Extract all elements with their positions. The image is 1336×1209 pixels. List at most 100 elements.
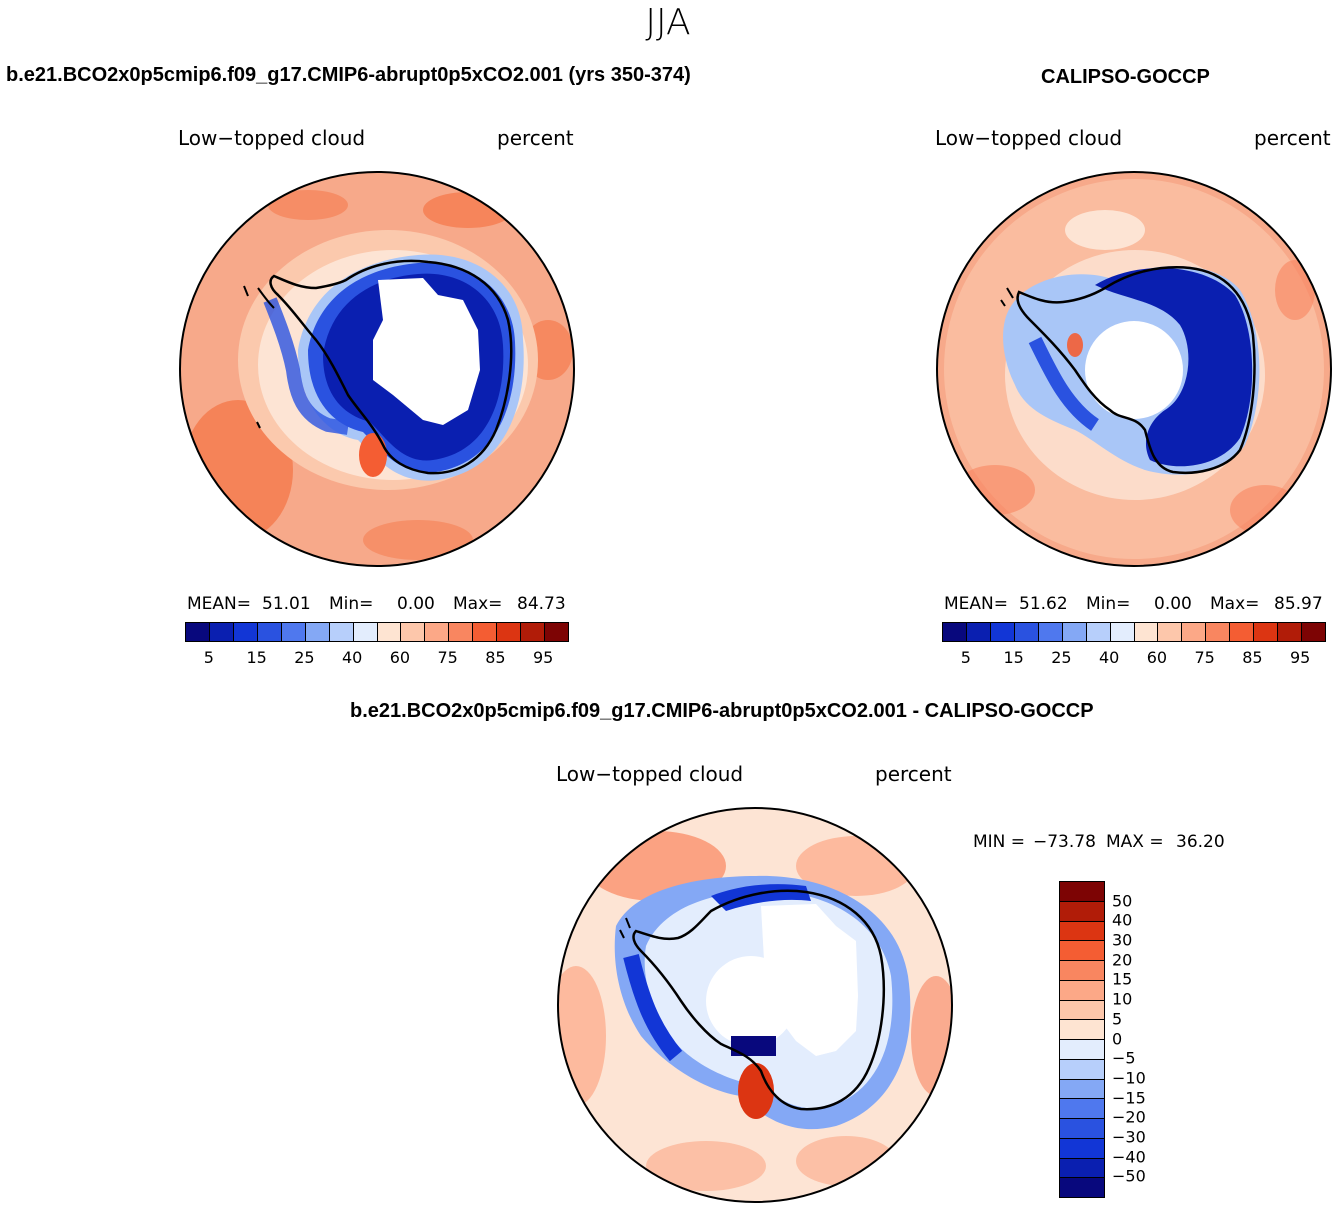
diff-colorbar-swatch <box>1060 1040 1104 1060</box>
diff-colorbar <box>1059 881 1105 1198</box>
diff-colorbar-swatch <box>1060 1138 1104 1159</box>
diff-ross-sea-hotspot <box>738 1063 774 1119</box>
obs-max-value: 85.97 <box>1274 594 1323 614</box>
model-map-boundary <box>179 171 575 567</box>
diff-colorbar-tick-label: −15 <box>1112 1088 1146 1108</box>
model-max-label: Max= <box>453 594 503 614</box>
obs-missing-data <box>1085 321 1183 419</box>
diff-map-boundary <box>557 807 953 1203</box>
obs-colorbar-swatch <box>1134 623 1159 641</box>
model-colorbar-swatch <box>473 623 498 641</box>
diff-max-label: MAX = <box>1106 832 1164 852</box>
obs-colorbar-swatch <box>1158 623 1183 641</box>
model-colorbar-swatch <box>401 623 426 641</box>
model-colorbar-swatch <box>521 623 546 641</box>
diff-colorbar-swatch <box>1060 1119 1104 1139</box>
diff-min-value: −73.78 <box>1033 832 1096 852</box>
obs-polar-map <box>936 171 1332 567</box>
obs-colorbar-tick-label: 60 <box>1146 648 1168 667</box>
model-colorbar-swatch <box>353 623 378 641</box>
model-colorbar-swatch <box>545 623 568 641</box>
diff-colorbar-tick-label: 30 <box>1112 930 1133 950</box>
obs-map-boundary <box>936 171 1332 567</box>
diff-colorbar-tick-label: 10 <box>1112 989 1133 1009</box>
obs-colorbar-swatch <box>966 623 991 641</box>
obs-colorbar-swatch <box>1302 623 1325 641</box>
obs-units-label: percent <box>1254 126 1331 150</box>
diff-polar-map <box>557 807 953 1203</box>
model-min-value: 0.00 <box>397 594 435 614</box>
model-colorbar-tick-label: 5 <box>203 648 214 667</box>
model-colorbar-tick-label: 95 <box>532 648 554 667</box>
diff-stats: MIN = −73.78 MAX = 36.20 <box>973 832 1233 854</box>
obs-colorbar-swatch <box>943 623 967 641</box>
diff-colorbar-swatch <box>1060 941 1104 961</box>
obs-antarctica-coastline <box>1016 266 1256 474</box>
diff-colorbar-swatch <box>1060 1178 1104 1197</box>
model-mean-label: MEAN= <box>187 594 251 614</box>
model-colorbar-swatch <box>209 623 234 641</box>
obs-colorbar-swatch <box>1014 623 1039 641</box>
diff-colorbar-swatch <box>1060 1020 1104 1040</box>
model-colorbar-swatch <box>497 623 522 641</box>
obs-colorbar-swatch <box>1278 623 1303 641</box>
model-colorbar-swatch <box>257 623 282 641</box>
diff-min-label: MIN = <box>973 832 1026 852</box>
obs-variable-label: Low−topped cloud <box>935 126 1123 150</box>
model-variable-label: Low−topped cloud <box>178 126 366 150</box>
model-colorbar-tick-label: 85 <box>485 648 506 667</box>
model-max-value: 84.73 <box>517 594 566 614</box>
diff-colorbar-tick-label: 20 <box>1112 950 1133 970</box>
model-colorbar <box>185 622 569 642</box>
diff-colorbar-swatch <box>1060 1099 1104 1119</box>
obs-colorbar-tick-label: 95 <box>1289 648 1311 667</box>
model-colorbar-swatch <box>233 623 258 641</box>
diff-colorbar-tick-label: −30 <box>1112 1127 1146 1147</box>
diff-colorbar-swatch <box>1060 882 1104 902</box>
model-colorbar-swatch <box>425 623 450 641</box>
diff-colorbar-tick-label: 0 <box>1112 1029 1123 1048</box>
diff-colorbar-tick-label: −20 <box>1112 1107 1146 1127</box>
model-colorbar-tick-label: 40 <box>341 648 363 667</box>
diff-colorbar-swatch <box>1060 901 1104 922</box>
obs-colorbar-tick-label: 75 <box>1194 648 1215 667</box>
diff-colorbar-swatch <box>1060 980 1104 1001</box>
obs-colorbar-swatch <box>1206 623 1231 641</box>
diff-colorbar-tick-label: −5 <box>1112 1048 1136 1068</box>
diff-colorbar-swatch <box>1060 1000 1104 1021</box>
model-units-label: percent <box>497 126 574 150</box>
diff-colorbar-swatch <box>1060 961 1104 981</box>
model-ross-sea-hotspot <box>359 433 387 477</box>
diff-colorbar-tick-label: 5 <box>1112 1009 1123 1029</box>
diff-colorbar-tick-label: 50 <box>1112 891 1133 911</box>
model-colorbar-swatch <box>377 623 402 641</box>
obs-colorbar-tick-label: 25 <box>1051 648 1072 667</box>
obs-colorbar-swatch <box>1182 623 1207 641</box>
model-colorbar-tick-label: 60 <box>389 648 411 667</box>
obs-colorbar-swatch <box>1110 623 1135 641</box>
diff-colorbar-tick-label: −40 <box>1112 1147 1146 1167</box>
model-colorbar-ticks: 5 15 25 40 60 75 85 95 <box>185 648 567 668</box>
obs-colorbar-swatch <box>1038 623 1063 641</box>
model-min-label: Min= <box>329 594 374 614</box>
model-polar-map <box>179 171 575 567</box>
diff-colorbar-swatch <box>1060 921 1104 942</box>
diff-colorbar-tick-label: −50 <box>1112 1166 1146 1186</box>
obs-colorbar-tick-label: 5 <box>960 648 971 667</box>
obs-stats: MEAN= 51.62 Min= 0.00 Max= 85.97 <box>944 594 1334 616</box>
model-colorbar-swatch <box>281 623 306 641</box>
model-missing-data <box>373 278 480 425</box>
obs-colorbar-swatch <box>990 623 1015 641</box>
model-colorbar-tick-label: 75 <box>437 648 458 667</box>
diff-variable-label: Low−topped cloud <box>556 762 744 786</box>
model-colorbar-tick-label: 25 <box>294 648 315 667</box>
obs-colorbar-tick-label: 40 <box>1098 648 1120 667</box>
obs-colorbar-swatch <box>1254 623 1279 641</box>
season-title: JJA <box>645 2 691 43</box>
model-antarctica-coastline <box>269 259 513 475</box>
obs-mean-value: 51.62 <box>1019 594 1068 614</box>
model-colorbar-swatch <box>305 623 330 641</box>
diff-colorbar-ticks: 50 40 30 20 15 10 5 0 −5 −10 −15 −20 −30 −40 −50 <box>1112 881 1152 1196</box>
model-colorbar-swatch <box>449 623 474 641</box>
obs-colorbar-tick-label: 85 <box>1242 648 1263 667</box>
